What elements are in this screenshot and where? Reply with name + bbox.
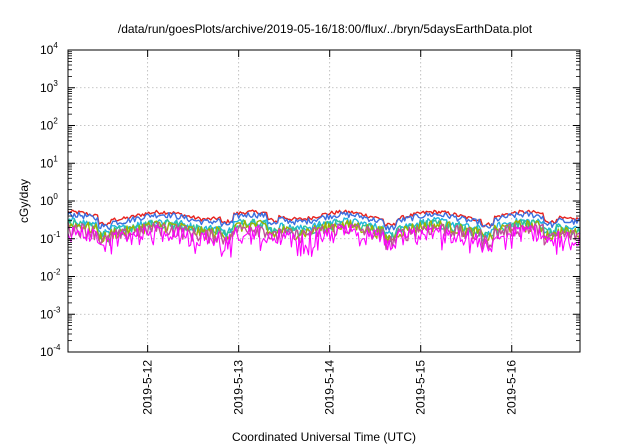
series-layer (67, 209, 581, 258)
y-tick-label: 100 (40, 192, 58, 208)
chart-title: /data/run/goesPlots/archive/2019-05-16/1… (118, 22, 533, 36)
x-tick-label: 2019-5-15 (414, 360, 428, 415)
x-axis: 2019-5-12 2019-5-13 2019-5-14 2019-5-15 2019… (141, 50, 519, 415)
series-line (67, 211, 581, 231)
x-axis-label: Coordinated Universal Time (UTC) (232, 430, 416, 444)
grid-lines (68, 50, 580, 352)
x-tick-label: 2019-5-12 (141, 360, 155, 415)
x-tick-label: 2019-5-14 (323, 360, 337, 415)
y-axis-label: cGy/day (17, 179, 31, 223)
series-line (67, 221, 581, 251)
series-line (67, 224, 581, 258)
y-tick-label: 104 (40, 41, 58, 57)
y-tick-label: 101 (40, 154, 58, 170)
y-tick-label: 10-2 (40, 268, 61, 284)
x-tick-label: 2019-5-13 (232, 360, 246, 415)
y-tick-label: 102 (40, 117, 58, 133)
x-tick-label: 2019-5-16 (505, 360, 519, 415)
y-tick-label: 10-4 (40, 343, 61, 359)
y-axis: 104 103 102 101 100 10-1 10-2 10-3 10-4 (40, 41, 580, 359)
y-tick-label: 103 (40, 79, 58, 95)
y-tick-label: 10-3 (40, 305, 61, 321)
series-line (67, 209, 581, 228)
y-tick-label: 10-1 (40, 230, 61, 246)
